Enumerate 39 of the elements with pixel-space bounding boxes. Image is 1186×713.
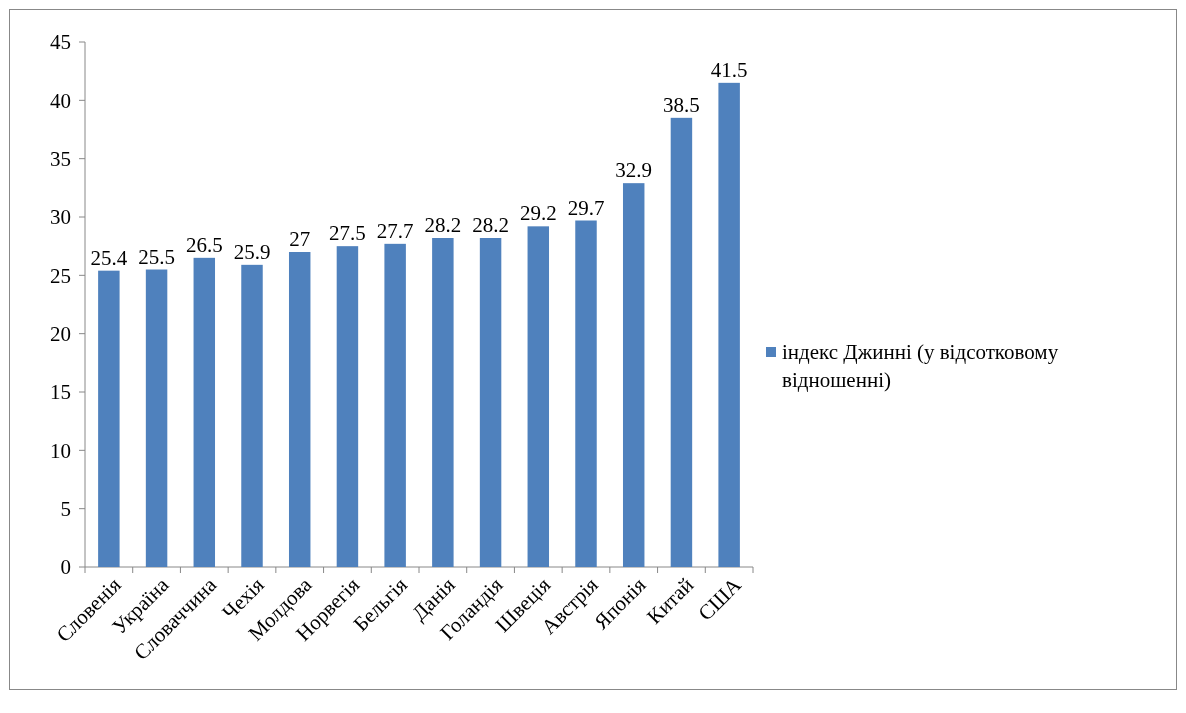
- y-tick-label: 20: [50, 322, 71, 347]
- bar: [622, 183, 645, 567]
- data-label: 25.5: [138, 244, 175, 269]
- data-label: 25.4: [90, 245, 128, 270]
- bar: [575, 220, 597, 567]
- bar: [288, 252, 311, 567]
- y-tick-label: 30: [50, 205, 71, 230]
- data-label: 27: [289, 227, 311, 251]
- bar: [384, 243, 406, 567]
- data-label: 28.2: [472, 213, 509, 237]
- data-label: 25.9: [233, 239, 271, 264]
- bar: [479, 238, 502, 567]
- y-tick-label: 35: [50, 147, 71, 172]
- y-tick-label: 40: [50, 88, 71, 113]
- bar: [98, 270, 120, 567]
- bar: [193, 257, 216, 567]
- y-tick-label: 15: [50, 380, 71, 405]
- data-label: 29.2: [519, 201, 557, 226]
- data-label: 27.5: [329, 221, 366, 246]
- bar: [670, 117, 693, 567]
- data-label: 38.5: [663, 92, 700, 117]
- data-label: 28.2: [424, 213, 462, 237]
- y-tick-label: 0: [60, 555, 71, 580]
- data-label: 27.7: [376, 218, 414, 243]
- data-label: 41.5: [710, 57, 748, 82]
- legend-label: індекс Джинні (у відсотковому відношенні): [782, 340, 1059, 392]
- bar: [718, 82, 740, 567]
- bar: [336, 246, 359, 567]
- y-tick-label: 5: [60, 497, 71, 522]
- y-tick-label: 25: [50, 263, 71, 288]
- y-tick-label: 10: [50, 438, 71, 463]
- data-label: 26.5: [185, 232, 223, 257]
- data-label: 29.7: [567, 195, 605, 220]
- data-label: 32.9: [615, 158, 653, 183]
- bar: [145, 269, 168, 567]
- bar: [527, 226, 550, 567]
- y-tick-label: 45: [50, 30, 71, 55]
- bar: [241, 264, 263, 567]
- bar: [432, 238, 454, 567]
